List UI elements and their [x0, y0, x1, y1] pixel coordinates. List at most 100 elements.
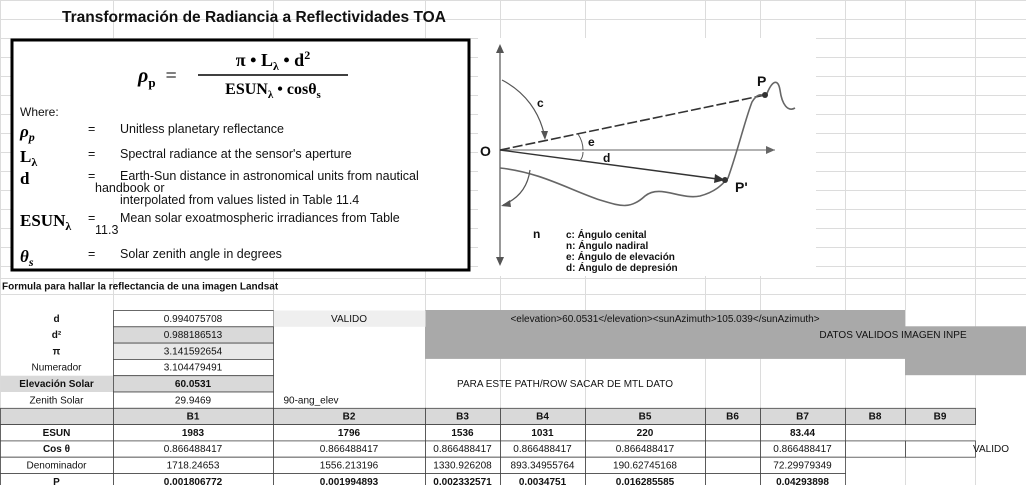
cell-text: B9	[934, 412, 947, 423]
cell-text: P	[53, 477, 60, 485]
lhs-base: ρ	[137, 65, 148, 87]
definition-text: Earth-Sun distance in astronomical units…	[120, 169, 419, 183]
cell-text: 3.104479491	[164, 363, 223, 374]
definition-separator: =	[88, 122, 95, 136]
cell-box	[760, 473, 846, 485]
cell-text: 72.29979349	[773, 460, 832, 471]
legend-entry: e: Ángulo de elevación	[566, 250, 675, 263]
symbol-sub: s	[28, 255, 34, 269]
cell-box	[845, 440, 906, 458]
cell-text: 0.002332571	[433, 477, 492, 485]
label-p-prime: P'	[735, 179, 748, 195]
cell-box	[705, 440, 761, 458]
cell-text: 0.866488417	[433, 444, 492, 455]
gray-block	[425, 310, 905, 359]
label-n: n	[533, 227, 540, 241]
where-label: Where:	[20, 105, 59, 119]
cell-text: B8	[869, 412, 882, 423]
cell-text: B3	[456, 412, 469, 423]
definition-text: Unitless planetary reflectance	[120, 122, 284, 136]
legend-entry: n: Ángulo nadiral	[566, 239, 648, 252]
definition-separator: =	[88, 169, 95, 183]
cell-text: Numerador	[31, 363, 82, 374]
definition-text: Spectral radiance at the sensor's apertu…	[120, 147, 352, 161]
symbol-base: θ	[20, 247, 29, 266]
label-e: e	[588, 135, 595, 149]
cell-box	[705, 456, 761, 474]
definition-text: 11.3	[95, 223, 118, 237]
cell-text: 1031	[531, 428, 554, 439]
cell-text: 0.04293898	[776, 477, 829, 485]
line-to-p-prime	[499, 149, 726, 181]
cell-box	[705, 424, 761, 442]
cell-text: 190.62745168	[613, 460, 677, 471]
cell-text: Cos θ	[43, 444, 70, 455]
line-to-p	[499, 94, 766, 151]
denominator: ESUNλ • cosθs	[225, 81, 321, 101]
symbol-sub: λ	[31, 155, 37, 169]
gray-block	[905, 326, 1026, 376]
definition-text: interpolated from values listed in Table…	[120, 193, 359, 207]
label-c: c	[537, 96, 544, 110]
cell-text: 893.34955764	[511, 460, 575, 471]
cell-box	[905, 407, 976, 425]
cell-text: 83.44	[790, 428, 815, 439]
numerator-part: π • L	[236, 50, 273, 70]
point-p-prime	[722, 177, 728, 183]
symbol-base: ρ	[19, 122, 29, 141]
cell-text: 0.0034751	[519, 477, 567, 485]
cell-text: B1	[187, 412, 200, 423]
arc-e	[577, 133, 584, 151]
numerator-part: • d	[279, 50, 304, 70]
numerator-sup: 2	[304, 48, 310, 62]
cell-text: Denominador	[26, 460, 87, 471]
definition-separator: =	[88, 147, 95, 161]
cell-text: 0.866488417	[616, 444, 675, 455]
definition-text: handbook or	[95, 181, 165, 195]
cell-text: 90-ang_elev	[283, 395, 338, 406]
cell-text: π	[53, 346, 61, 357]
definition-text: Solar zenith angle in degrees	[120, 247, 282, 261]
cell-text: 1556.213196	[320, 460, 379, 471]
table: d 0.994075708 VALIDO <elevation>60.0531</el…	[0, 310, 1026, 485]
cell-text: 0.001994893	[320, 477, 379, 485]
cell-box	[0, 375, 114, 392]
cell-box	[273, 310, 426, 327]
arc-d	[579, 151, 584, 162]
cell-text: 0.866488417	[164, 444, 223, 455]
equals: =	[166, 65, 177, 87]
symbol-sub: λ	[65, 219, 71, 233]
symbol-sub: p	[28, 130, 35, 144]
cell-text: Elevación Solar	[19, 379, 94, 390]
numerator: π • Lλ • d2	[236, 48, 310, 73]
denominator-sub: s	[317, 89, 322, 101]
numerator-sub: λ	[273, 59, 279, 73]
cell-text: d	[53, 314, 59, 325]
cell-text: B7	[796, 412, 809, 423]
cell-text: ESUN	[43, 428, 71, 439]
cell-text: d²	[52, 330, 62, 341]
symbol-base: L	[20, 147, 31, 166]
legend-entry: c: Ángulo cenital	[566, 228, 647, 241]
cell-text: Zenith Solar	[30, 395, 85, 406]
cell-text: 0.866488417	[513, 444, 572, 455]
denominator-part: • cosθ	[273, 81, 316, 98]
cell-text: 29.9469	[175, 395, 212, 406]
cell-text: PARA ESTE PATH/ROW SACAR DE MTL DATO	[457, 379, 673, 390]
definition-separator: =	[88, 247, 95, 261]
cell-text: B2	[343, 412, 356, 423]
definition-symbol: Lλ	[20, 147, 37, 169]
cell-text: B4	[536, 412, 549, 423]
cell-text: 1330.926208	[433, 460, 492, 471]
legend-entry: d: Ángulo de depresión	[566, 261, 678, 274]
cell-text: 0.988186513	[164, 330, 223, 341]
label-origin: O	[480, 143, 491, 159]
denominator-part: ESUN	[225, 81, 268, 98]
cell-text: VALIDO	[973, 444, 1009, 455]
symbol-base: d	[20, 169, 30, 188]
cell-text: <elevation>60.0531</elevation><sunAzimut…	[510, 314, 819, 325]
